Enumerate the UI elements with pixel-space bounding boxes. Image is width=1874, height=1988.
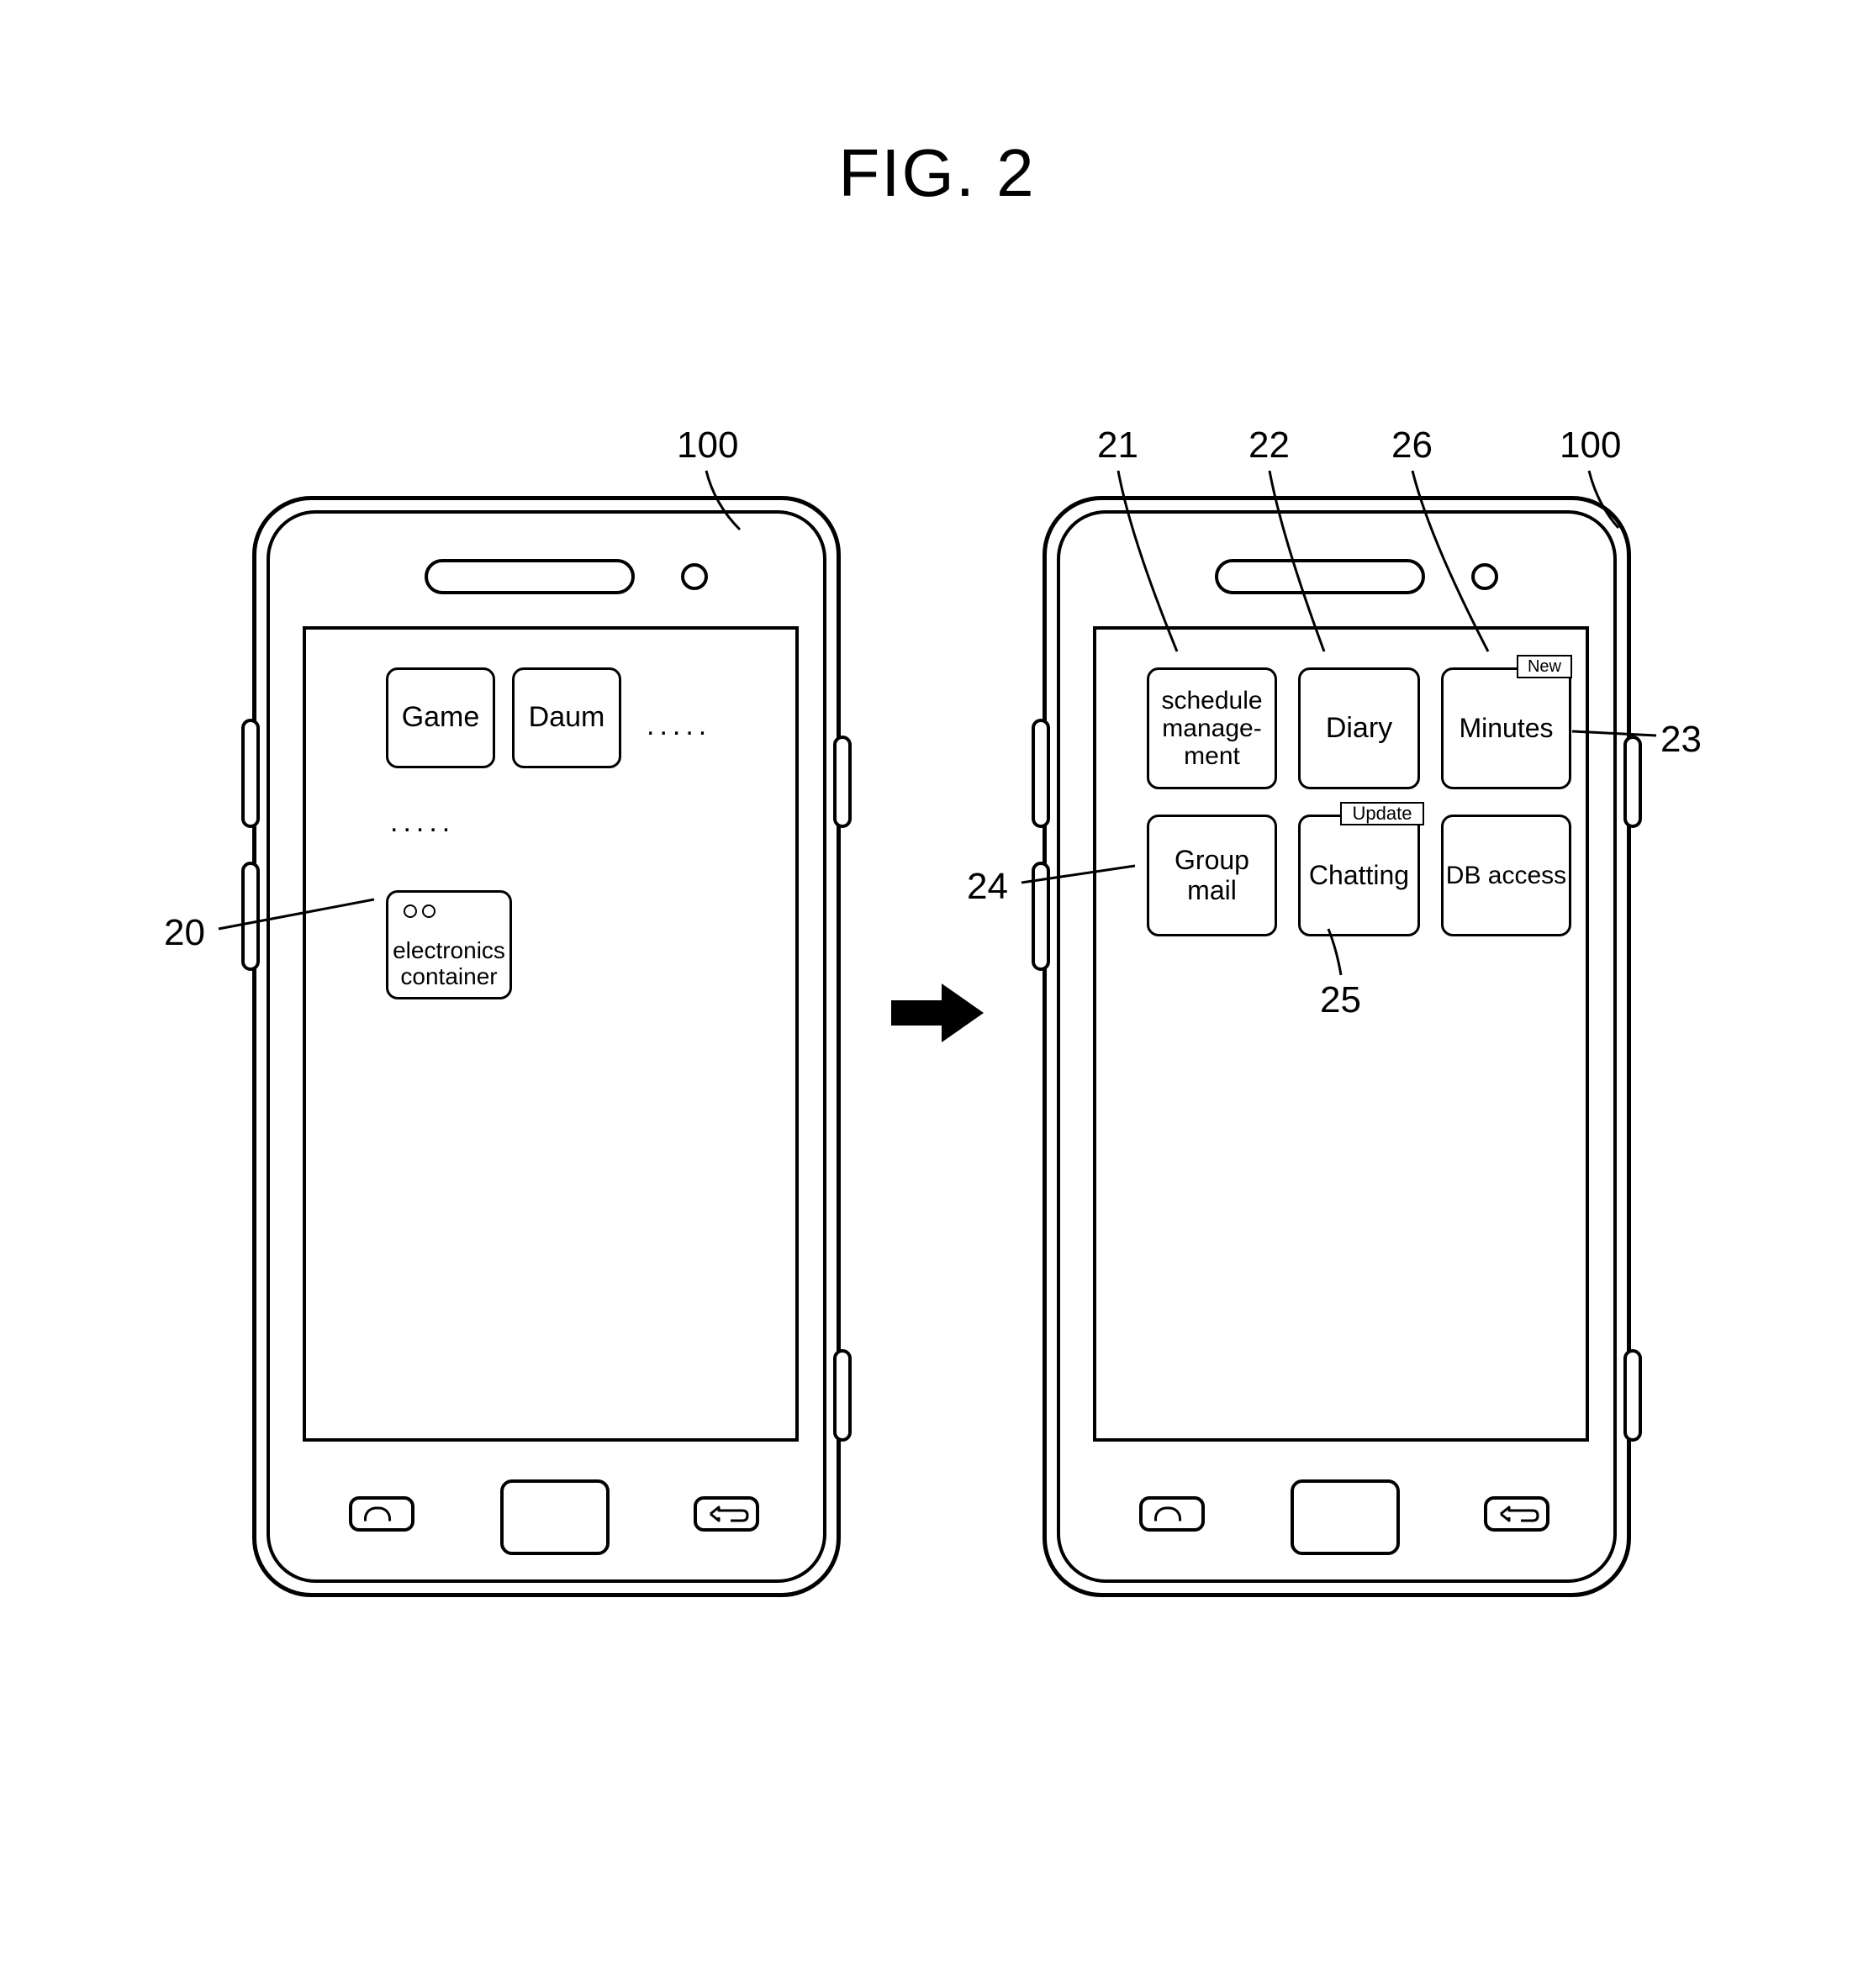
ref-label-23: 23 [1660, 719, 1702, 761]
ref-label-100: 100 [677, 424, 738, 467]
leader-lines [0, 0, 1874, 1988]
ref-label-25: 25 [1320, 979, 1361, 1021]
ref-label-20: 20 [164, 912, 205, 954]
ref-label-21: 21 [1097, 424, 1138, 467]
ref-label-22: 22 [1248, 424, 1290, 467]
ref-label-24: 24 [967, 866, 1008, 908]
figure-canvas: FIG. 2 GameDaum..........electronics con… [0, 0, 1874, 1988]
ref-label-26: 26 [1391, 424, 1433, 467]
ref-label-100: 100 [1560, 424, 1621, 467]
